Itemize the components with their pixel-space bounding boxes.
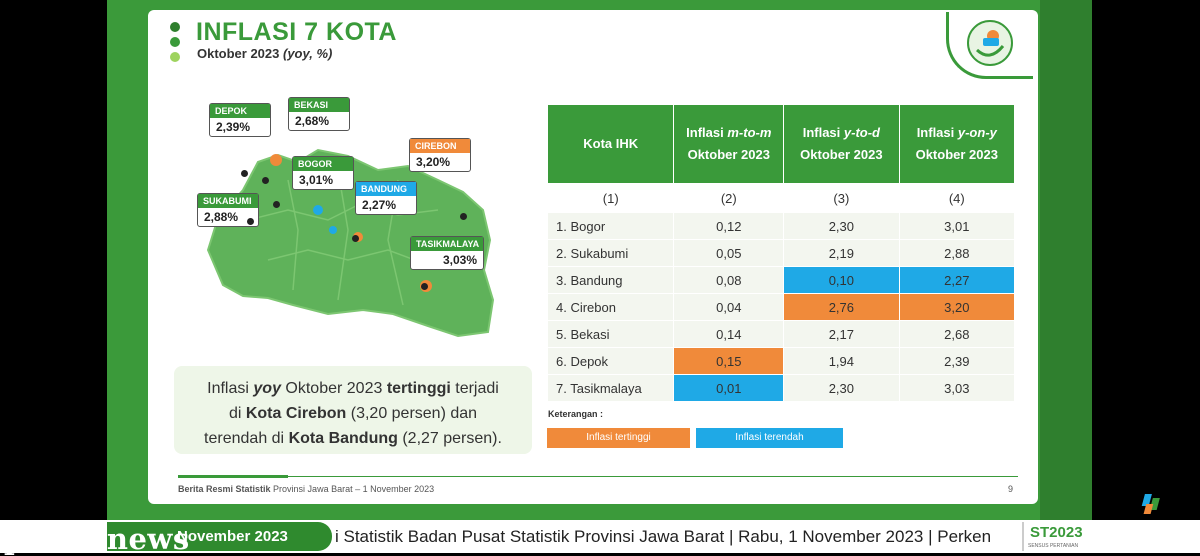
header-mtom: Inflasi m-to-m Oktober 2023 bbox=[673, 104, 785, 184]
table-row: 6. Depok 0,15 1,94 2,39 bbox=[546, 347, 1016, 375]
footer-text: Berita Resmi Statistik Provinsi Jawa Bar… bbox=[178, 484, 435, 494]
slide-frame-edge bbox=[1040, 0, 1092, 520]
map-pin bbox=[421, 283, 428, 290]
map-pin bbox=[262, 177, 269, 184]
legend-lowest: Inflasi terendah bbox=[696, 428, 843, 448]
table-header-row: Kota IHK Inflasi m-to-m Oktober 2023 Infl… bbox=[546, 104, 1016, 184]
ticker-date: November 2023 bbox=[107, 522, 332, 551]
city-box-tasikmalaya: TASIKMALAYA 3,03% bbox=[410, 236, 484, 270]
city-box-depok: DEPOK 2,39% bbox=[209, 103, 271, 137]
title-dots bbox=[170, 22, 180, 67]
city-box-bekasi: BEKASI 2,68% bbox=[288, 97, 350, 131]
header-kota: Kota IHK bbox=[546, 104, 675, 184]
jawara-logo bbox=[946, 12, 1033, 79]
summary-callout: Inflasi yoy Oktober 2023 tertinggi terja… bbox=[174, 366, 532, 454]
table-row: 5. Bekasi 0,14 2,17 2,68 bbox=[546, 320, 1016, 348]
st2023-logo: ST2023 bbox=[1022, 522, 1088, 551]
page-title: INFLASI 7 KOTA bbox=[196, 18, 397, 46]
ticker-text: i Statistik Badan Pusat Statistik Provin… bbox=[335, 527, 992, 546]
header-ytod: Inflasi y-to-d Oktober 2023 bbox=[783, 104, 900, 184]
table-row: 3. Bandung 0,08 0,10 2,27 bbox=[546, 266, 1016, 294]
logo-emblem-icon bbox=[967, 20, 1013, 66]
table-row: 2. Sukabumi 0,05 2,19 2,88 bbox=[546, 239, 1016, 267]
table-row: 1. Bogor 0,12 2,30 3,01 bbox=[546, 212, 1016, 240]
city-box-bogor: BOGOR 3,01% bbox=[292, 156, 354, 190]
legend-highest: Inflasi tertinggi bbox=[547, 428, 690, 448]
city-box-bandung: BANDUNG 2,27% bbox=[355, 181, 417, 215]
footer-divider bbox=[178, 476, 1018, 477]
watermark: pinus.news bbox=[4, 522, 190, 556]
st2023-logo-sub: SENSUS PERTANIAN bbox=[1028, 543, 1079, 549]
page-number: 9 bbox=[1008, 484, 1014, 494]
bps-logo-icon bbox=[1140, 490, 1172, 518]
map-pin bbox=[247, 218, 254, 225]
table-row: 7. Tasikmalaya 0,01 2,30 3,03 bbox=[546, 374, 1016, 402]
legend-title: Keterangan : bbox=[548, 409, 604, 419]
footer-divider-accent bbox=[178, 475, 288, 478]
map-pin bbox=[241, 170, 248, 177]
page-subtitle: Oktober 2023 (yoy, %) bbox=[197, 46, 333, 61]
table-index-row: (1) (2) (3) (4) bbox=[546, 183, 1016, 213]
map-pin bbox=[460, 213, 467, 220]
map-pin bbox=[273, 201, 280, 208]
city-box-cirebon: CIREBON 3,20% bbox=[409, 138, 471, 172]
table-row: 4. Cirebon 0,04 2,76 3,20 bbox=[546, 293, 1016, 321]
map-pin bbox=[352, 235, 359, 242]
header-yony: Inflasi y-on-y Oktober 2023 bbox=[898, 104, 1016, 184]
inflation-table: Kota IHK Inflasi m-to-m Oktober 2023 Infl… bbox=[546, 104, 1016, 402]
